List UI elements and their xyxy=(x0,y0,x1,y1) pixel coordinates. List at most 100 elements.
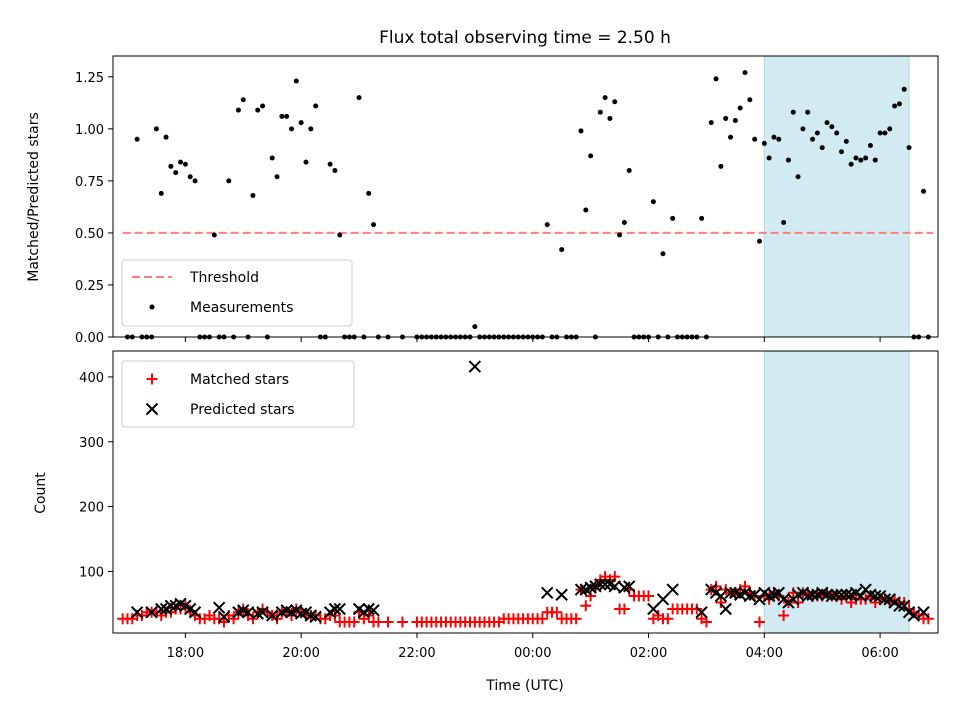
top-y-axis-label: Matched/Predicted stars xyxy=(26,112,42,282)
matched-star-point xyxy=(348,616,360,628)
measurement-point xyxy=(260,103,266,109)
shaded-span-top xyxy=(763,55,910,338)
predicted-star-point xyxy=(217,610,231,624)
predicted-star-point xyxy=(695,606,708,619)
matched-star-point xyxy=(662,613,674,625)
measurement-point xyxy=(583,207,589,213)
measurement-point xyxy=(617,232,623,238)
matched-legend-label: Matched stars xyxy=(190,372,289,388)
measurement-point xyxy=(337,232,343,238)
threshold-legend-label: Threshold xyxy=(189,270,259,286)
measurement-point xyxy=(235,107,241,113)
bottom-y-tick-label: 200 xyxy=(79,501,104,516)
measurement-point xyxy=(819,145,825,151)
measurement-point xyxy=(853,155,859,161)
x-tick-label: 02:00 xyxy=(630,646,667,661)
measurement-point xyxy=(366,190,372,196)
top-axes-frame xyxy=(112,55,939,338)
measurement-point xyxy=(863,155,869,161)
measurement-point xyxy=(153,126,159,132)
measurement-point xyxy=(226,178,232,184)
matched-star-point xyxy=(329,609,341,621)
matched-star-point xyxy=(228,613,240,625)
predicted-stars-series xyxy=(130,360,930,624)
measurement-point xyxy=(293,78,299,84)
x-tick-label: 20:00 xyxy=(282,646,319,661)
measurement-point xyxy=(559,247,565,253)
matched-star-point xyxy=(372,616,384,628)
bottom-y-tick-label: 300 xyxy=(79,436,104,451)
measurement-point xyxy=(607,115,613,121)
measurement-point xyxy=(728,134,734,140)
measurement-point xyxy=(289,126,295,132)
x-tick-label: 04:00 xyxy=(746,646,783,661)
predicted-star-point xyxy=(130,606,144,619)
measurement-point xyxy=(718,163,724,169)
predicted-star-point xyxy=(145,606,158,619)
measurement-point xyxy=(867,143,873,149)
measurement-point xyxy=(134,136,140,142)
predicted-star-point xyxy=(656,593,670,606)
measurement-point xyxy=(168,163,174,169)
measurement-point xyxy=(877,130,883,136)
measurement-point xyxy=(578,128,584,134)
measurement-point xyxy=(901,86,907,92)
x-tick-label: 22:00 xyxy=(398,646,435,661)
predicted-star-point xyxy=(753,593,766,606)
bottom-axis-ticks: 100 200 300 400 18:00 20:00 22:00 00:00 02:00 04:… xyxy=(79,371,899,661)
bottom-legend-box xyxy=(121,360,355,428)
top-y-tick-label: 0.75 xyxy=(75,175,104,190)
predicted-star-point xyxy=(594,578,607,591)
predicted-star-point xyxy=(328,602,342,616)
measurement-point xyxy=(274,174,280,180)
measurement-point xyxy=(308,126,314,132)
measurement-point xyxy=(752,136,758,142)
predicted-star-point xyxy=(333,602,346,616)
measurement-point xyxy=(284,113,290,119)
x-tick-label: 18:00 xyxy=(167,646,204,661)
bottom-y-tick-label: 100 xyxy=(79,565,104,580)
measurement-point xyxy=(660,251,666,257)
measurement-point xyxy=(747,97,753,103)
matched-star-point xyxy=(551,606,563,618)
top-y-tick-label: 0.25 xyxy=(75,279,104,294)
measurement-point xyxy=(776,136,782,142)
predicted-star-point xyxy=(574,583,588,596)
measurement-point xyxy=(781,220,787,226)
bottom-y-axis-label: Count xyxy=(33,472,49,514)
measurement-point xyxy=(356,95,362,101)
measurement-point xyxy=(892,103,898,109)
measurement-point xyxy=(269,155,275,161)
measurement-point xyxy=(173,170,179,176)
measurement-point xyxy=(327,161,333,167)
predicted-star-point xyxy=(266,609,279,622)
measurement-point xyxy=(371,222,377,228)
measurement-point xyxy=(771,134,777,140)
matched-star-point xyxy=(922,613,934,625)
measurement-point xyxy=(896,101,902,107)
measurement-point xyxy=(597,109,603,115)
measurement-point xyxy=(732,118,738,124)
measurements-legend-swatch xyxy=(149,304,155,310)
bottom-panel: 100 200 300 400 18:00 20:00 22:00 00:00 02:00 04:… xyxy=(33,350,939,694)
bottom-legend: Matched stars Predicted stars xyxy=(121,360,355,428)
predicted-legend-label: Predicted stars xyxy=(190,402,295,418)
predicted-star-point xyxy=(647,602,660,616)
x-axis-label: Time (UTC) xyxy=(485,678,563,694)
measurement-point xyxy=(723,115,729,121)
measurement-point xyxy=(824,120,830,126)
matched-star-point xyxy=(570,613,582,625)
measurement-point xyxy=(178,159,184,165)
measurement-point xyxy=(303,159,309,165)
measurement-point xyxy=(766,155,772,161)
predicted-star-point xyxy=(541,586,554,600)
predicted-star-point xyxy=(907,609,921,622)
predicted-star-point xyxy=(806,588,819,601)
top-panel: 0.00 0.25 0.50 0.75 1.00 1.25 Matched/Predict… xyxy=(26,55,939,346)
measurement-point xyxy=(670,215,676,221)
measurement-point xyxy=(626,167,632,173)
matched-star-point xyxy=(396,616,408,628)
matched-star-point xyxy=(618,603,630,615)
predicted-star-point xyxy=(309,610,322,624)
